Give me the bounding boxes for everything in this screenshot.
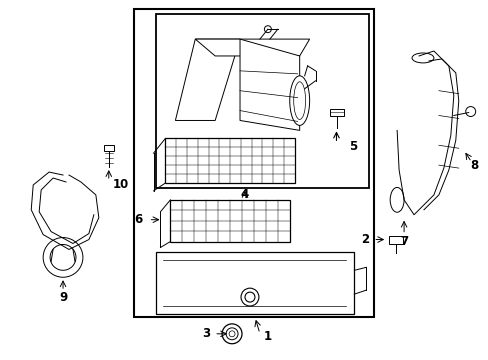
Ellipse shape	[293, 82, 305, 120]
Polygon shape	[175, 39, 240, 121]
Polygon shape	[240, 39, 299, 130]
Text: 7: 7	[399, 235, 407, 248]
Text: 10: 10	[112, 179, 128, 192]
Bar	[170, 200, 289, 242]
Text: 3: 3	[202, 327, 210, 340]
Bar	[155, 14, 368, 188]
Text: 6: 6	[134, 213, 142, 226]
Polygon shape	[195, 39, 309, 56]
Text: 8: 8	[469, 159, 478, 172]
Ellipse shape	[389, 188, 403, 212]
Bar	[103, 145, 114, 151]
Bar	[165, 138, 294, 183]
Text: 9: 9	[59, 291, 67, 303]
Text: 4: 4	[241, 188, 248, 201]
Text: 5: 5	[349, 140, 357, 153]
Text: 1: 1	[263, 330, 271, 343]
Bar	[155, 252, 354, 314]
Bar	[388, 235, 402, 243]
Bar	[133, 9, 373, 317]
Ellipse shape	[289, 76, 309, 125]
Text: 2: 2	[361, 233, 368, 246]
Bar	[329, 109, 344, 116]
Ellipse shape	[411, 53, 433, 63]
